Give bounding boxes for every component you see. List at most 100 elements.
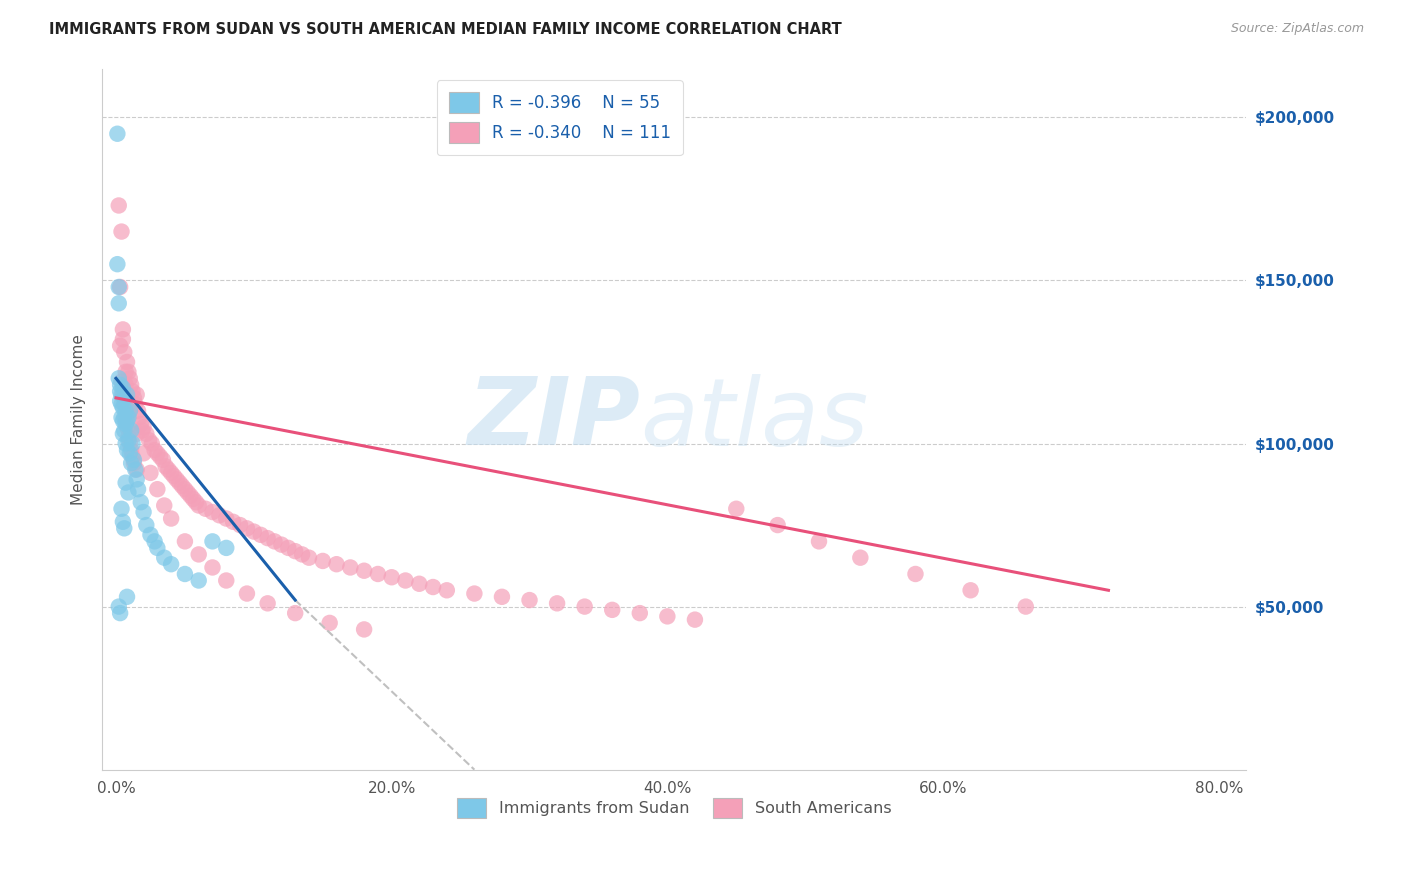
Point: [163, 469, 186, 483]
Text: Source: ZipAtlas.com: Source: ZipAtlas.com: [1230, 22, 1364, 36]
Point: [184, 495, 207, 509]
Point: [181, 491, 204, 506]
Point: [110, 397, 132, 411]
Point: [131, 424, 153, 438]
Point: [146, 446, 169, 460]
Point: [107, 198, 129, 212]
Point: [600, 603, 623, 617]
Point: [120, 424, 142, 438]
Point: [112, 345, 135, 359]
Point: [187, 499, 209, 513]
Point: [118, 446, 141, 460]
Legend: Immigrants from Sudan, South Americans: Immigrants from Sudan, South Americans: [451, 791, 897, 825]
Point: [115, 355, 138, 369]
Point: [115, 414, 138, 428]
Point: [117, 485, 139, 500]
Point: [381, 570, 404, 584]
Point: [115, 420, 138, 434]
Point: [546, 596, 568, 610]
Point: [201, 560, 224, 574]
Point: [312, 554, 335, 568]
Point: [115, 590, 138, 604]
Point: [108, 394, 131, 409]
Point: [256, 596, 278, 610]
Point: [208, 508, 231, 523]
Point: [128, 410, 150, 425]
Point: [353, 564, 375, 578]
Text: ZIP: ZIP: [467, 373, 640, 465]
Point: [270, 538, 292, 552]
Point: [112, 424, 135, 438]
Point: [339, 560, 361, 574]
Point: [215, 511, 238, 525]
Point: [139, 466, 162, 480]
Point: [318, 615, 340, 630]
Point: [157, 462, 180, 476]
Point: [110, 375, 132, 389]
Point: [141, 436, 163, 450]
Point: [143, 534, 166, 549]
Point: [122, 456, 145, 470]
Point: [111, 401, 134, 415]
Point: [766, 518, 789, 533]
Point: [187, 548, 209, 562]
Point: [152, 453, 174, 467]
Point: [118, 404, 141, 418]
Point: [114, 404, 136, 418]
Point: [176, 485, 198, 500]
Point: [110, 387, 132, 401]
Point: [153, 499, 176, 513]
Point: [628, 606, 651, 620]
Point: [174, 566, 197, 581]
Point: [201, 534, 224, 549]
Point: [174, 534, 197, 549]
Point: [118, 371, 141, 385]
Point: [108, 606, 131, 620]
Point: [110, 501, 132, 516]
Point: [117, 430, 139, 444]
Point: [160, 466, 183, 480]
Point: [111, 381, 134, 395]
Point: [807, 534, 830, 549]
Point: [138, 434, 160, 448]
Point: [160, 558, 183, 572]
Point: [125, 387, 148, 401]
Point: [132, 420, 155, 434]
Point: [146, 482, 169, 496]
Point: [114, 436, 136, 450]
Point: [236, 521, 259, 535]
Point: [132, 505, 155, 519]
Point: [959, 583, 981, 598]
Point: [105, 257, 128, 271]
Point: [127, 404, 149, 418]
Point: [107, 280, 129, 294]
Point: [125, 462, 148, 476]
Point: [111, 332, 134, 346]
Point: [117, 365, 139, 379]
Point: [155, 459, 177, 474]
Point: [243, 524, 266, 539]
Point: [174, 482, 197, 496]
Point: [215, 541, 238, 555]
Point: [135, 518, 157, 533]
Point: [153, 550, 176, 565]
Point: [284, 544, 307, 558]
Point: [112, 410, 135, 425]
Point: [121, 384, 143, 399]
Point: [263, 534, 285, 549]
Point: [124, 462, 146, 476]
Point: [114, 475, 136, 490]
Point: [135, 426, 157, 441]
Point: [249, 528, 271, 542]
Point: [110, 410, 132, 425]
Point: [122, 391, 145, 405]
Point: [124, 397, 146, 411]
Point: [298, 550, 321, 565]
Point: [121, 450, 143, 464]
Point: [169, 475, 191, 490]
Point: [229, 518, 252, 533]
Point: [139, 528, 162, 542]
Point: [519, 593, 541, 607]
Point: [117, 434, 139, 448]
Point: [149, 450, 172, 464]
